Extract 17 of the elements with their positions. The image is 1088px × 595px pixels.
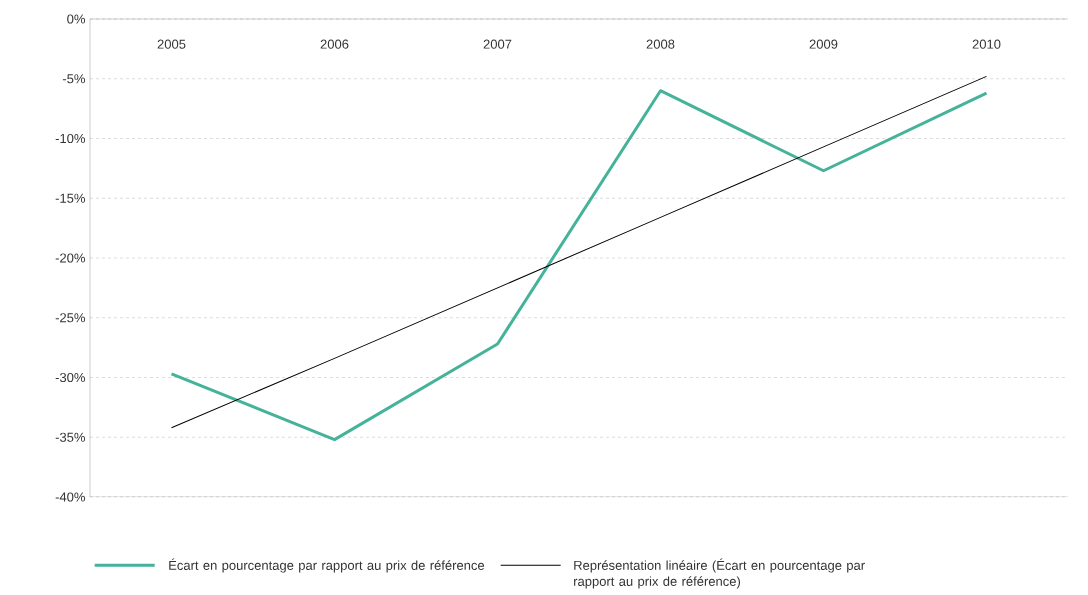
x-tick-label: 2007 <box>483 39 512 49</box>
x-tick-label: 2006 <box>320 39 349 49</box>
y-tick-label: -40% <box>55 492 86 502</box>
y-tick-label: -35% <box>55 432 86 442</box>
legend-label: Représentation linéaire (Écart en pourcentage par rapport au prix de référence) <box>574 558 865 589</box>
y-tick-label: -20% <box>55 253 86 263</box>
x-tick-label: 2010 <box>972 39 1001 49</box>
x-tick-label: 2008 <box>646 39 675 49</box>
y-tick-label: -25% <box>55 313 86 323</box>
y-tick-label: -15% <box>55 193 86 203</box>
y-tick-label: 0% <box>67 14 86 24</box>
y-tick-label: -10% <box>55 133 86 144</box>
y-tick-label: -5% <box>62 74 86 84</box>
y-tick-label: -30% <box>55 372 86 383</box>
x-tick-label: 2005 <box>157 39 186 49</box>
x-tick-label: 2009 <box>809 39 838 49</box>
legend-label: Écart en pourcentage par rapport au prix de référence <box>169 558 485 573</box>
